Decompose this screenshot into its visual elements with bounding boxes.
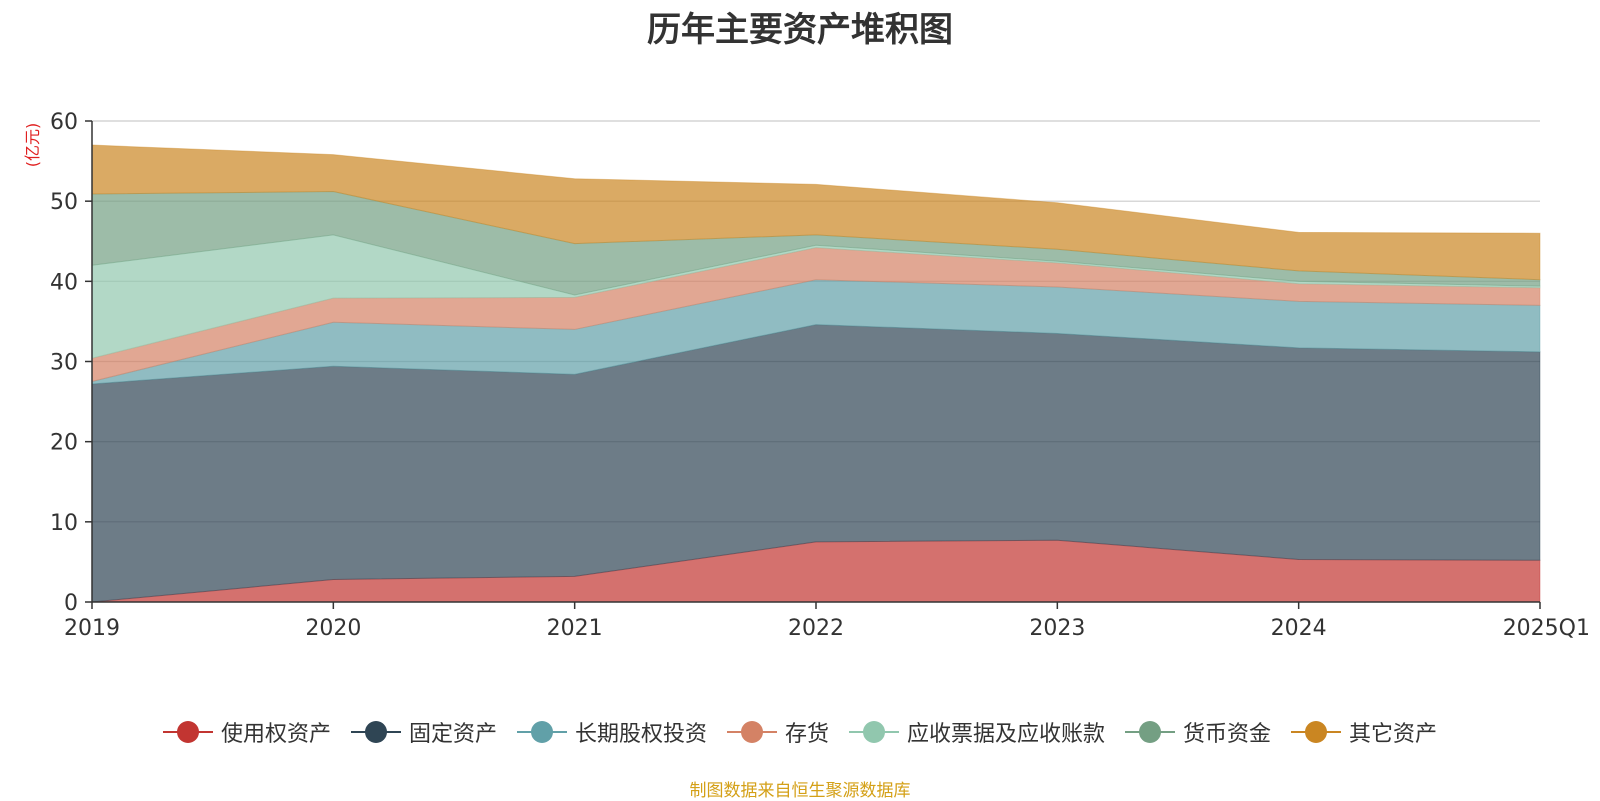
legend-label: 使用权资产 <box>220 722 331 747</box>
legend-marker-dot <box>740 721 763 743</box>
chart-title: 历年主要资产堆积图 <box>647 10 953 50</box>
y-tick-label-1: 10 <box>50 511 78 536</box>
legend-item-1[interactable]: 固定资产 <box>350 716 497 748</box>
legend-marker-dot <box>1139 721 1162 743</box>
area-series-group <box>91 144 1541 603</box>
legend-marker-dot <box>364 721 387 743</box>
legend-item-0[interactable]: 使用权资产 <box>162 716 331 748</box>
legend-marker-dot <box>530 721 553 743</box>
legend-item-5[interactable]: 货币资金 <box>1125 716 1271 748</box>
legend-marker-icon <box>162 719 213 745</box>
x-tick-label-5: 2024 <box>1271 616 1327 641</box>
legend-marker-icon <box>350 719 401 745</box>
y-tick-label-5: 50 <box>50 190 78 215</box>
legend-label: 货币资金 <box>1183 722 1272 747</box>
legend-label: 固定资产 <box>408 722 497 747</box>
x-tick-label-2: 2021 <box>547 616 603 641</box>
legend-label: 存货 <box>784 722 829 747</box>
area-series-5 <box>91 191 1541 296</box>
legend-label: 应收票据及应收账款 <box>907 722 1106 747</box>
legend-item-3[interactable]: 存货 <box>726 716 829 748</box>
chart-legend: 使用权资产 固定资产 长期股权投资 存货 应收票据及应收账款 货币资金 其它资产 <box>0 716 1600 748</box>
legend-marker-dot <box>863 721 885 743</box>
x-tick-label-3: 2022 <box>788 616 844 641</box>
area-series-2 <box>91 279 1541 385</box>
source-note: 制图数据来自恒生聚源数据库 <box>689 781 911 801</box>
y-tick-label-2: 20 <box>50 431 78 456</box>
area-series-6 <box>91 144 1541 281</box>
legend-marker-icon <box>1125 719 1176 745</box>
area-series-4 <box>91 234 1541 359</box>
area-series-1 <box>91 324 1541 603</box>
x-tick-label-0: 2019 <box>64 616 120 641</box>
legend-marker-dot <box>176 721 199 743</box>
x-tick-label-6: 2025Q1 <box>1503 616 1590 641</box>
y-tick-label-0: 0 <box>64 591 78 616</box>
legend-marker-icon <box>726 719 777 745</box>
y-axis-unit-label: (亿元) <box>23 123 42 168</box>
y-tick-label-4: 40 <box>50 270 78 295</box>
legend-marker-dot <box>1305 721 1328 743</box>
legend-label: 长期股权投资 <box>574 722 707 747</box>
x-tick-label-1: 2020 <box>305 616 361 641</box>
x-tick-label-4: 2023 <box>1029 616 1085 641</box>
legend-marker-icon <box>849 719 899 745</box>
y-tick-label-6: 60 <box>50 110 78 135</box>
legend-item-4[interactable]: 应收票据及应收账款 <box>849 716 1105 748</box>
axes <box>85 120 1541 609</box>
legend-marker-icon <box>1291 719 1342 745</box>
legend-label: 其它资产 <box>1349 722 1438 747</box>
legend-marker-icon <box>516 719 567 745</box>
legend-item-6[interactable]: 其它资产 <box>1291 716 1437 748</box>
legend-item-2[interactable]: 长期股权投资 <box>516 716 707 748</box>
y-tick-label-3: 30 <box>50 351 78 376</box>
tick-labels: 0 10 20 30 40 50 60 2019 2020 2021 2022 2023 2024 202… <box>50 110 1590 641</box>
